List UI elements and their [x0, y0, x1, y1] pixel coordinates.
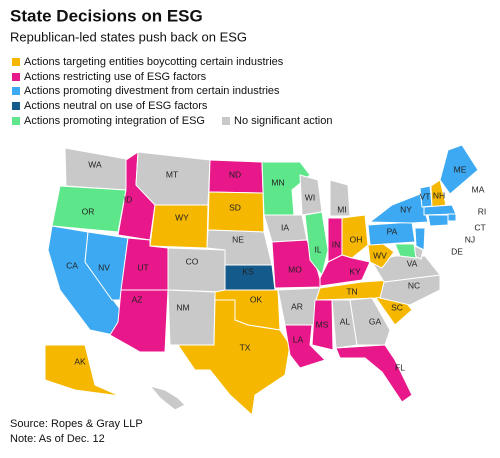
state-label: MO	[288, 264, 302, 274]
legend-swatch	[12, 102, 20, 110]
state-label: UT	[137, 262, 148, 272]
state-label: AR	[291, 301, 303, 311]
state-label: PA	[387, 226, 398, 236]
state	[371, 255, 441, 283]
state-label: NM	[176, 302, 189, 312]
state	[427, 214, 449, 227]
state-label: IN	[332, 239, 341, 249]
state-label: OH	[350, 234, 363, 244]
state-label: MT	[166, 169, 178, 179]
state-label: KS	[242, 266, 254, 276]
state-label: ND	[229, 169, 241, 179]
state-label: LA	[293, 334, 304, 344]
note: Note: As of Dec. 12	[10, 433, 105, 445]
legend-swatch	[222, 117, 230, 125]
state	[167, 247, 226, 293]
state-label: CO	[186, 256, 199, 266]
state-label: NE	[232, 234, 244, 244]
state-label: NH	[433, 190, 445, 200]
legend-label: Actions promoting divestment from certai…	[24, 85, 280, 97]
map: WA OR CA NV ID MT WY UT CO AZ NM ND SD NE KS OK TX MN IA MO…	[44, 144, 487, 416]
state-label: NJ	[465, 234, 475, 244]
legend-label: Actions restricting use of ESG factors	[24, 71, 207, 83]
state	[394, 243, 417, 259]
state-label: ME	[454, 164, 467, 174]
state-label: CA	[66, 260, 78, 270]
state-label: GA	[369, 316, 382, 326]
state	[51, 185, 127, 233]
state	[414, 227, 426, 251]
state	[84, 231, 129, 301]
state-label: FL	[395, 362, 405, 372]
state-label: RI	[478, 206, 487, 216]
legend-swatch	[12, 58, 20, 66]
legend: Actions targeting entities boycotting ce…	[12, 56, 332, 127]
state-label: IL	[314, 244, 321, 254]
state-label: OR	[82, 206, 95, 216]
state-label: MA	[472, 184, 485, 194]
state-label: MS	[316, 319, 329, 329]
legend-label: Actions promoting integration of ESG	[24, 115, 205, 127]
state-label: WI	[305, 192, 315, 202]
state-label: AK	[74, 356, 86, 366]
state	[439, 144, 479, 195]
state-label: NC	[408, 280, 420, 290]
state	[148, 385, 186, 411]
state-label: KY	[349, 266, 361, 276]
state-label: NV	[98, 262, 110, 272]
state	[304, 211, 329, 277]
state	[341, 214, 369, 259]
state	[319, 254, 371, 287]
state-label: WV	[373, 250, 387, 260]
state-label: WA	[88, 159, 102, 169]
source: Source: Ropes & Gray LLP	[10, 418, 143, 430]
state-label: SC	[391, 302, 403, 312]
legend-label: Actions neutral on use of ESG factors	[24, 100, 208, 112]
state-label: VA	[407, 258, 418, 268]
state	[44, 344, 121, 397]
state-label: VT	[420, 191, 431, 201]
state-label: AZ	[132, 294, 143, 304]
state	[284, 324, 326, 369]
state-label: TN	[346, 286, 357, 296]
state	[447, 213, 457, 222]
legend-label: No significant action	[234, 115, 332, 127]
state-label: AL	[340, 316, 351, 326]
state-label: OK	[250, 294, 263, 304]
state	[167, 289, 216, 346]
state-label: MN	[271, 177, 284, 187]
state	[349, 297, 391, 346]
legend-swatch	[12, 117, 20, 125]
state-label: CT	[474, 222, 485, 232]
state-label: DE	[451, 246, 463, 256]
state-label: IA	[281, 222, 289, 232]
title: State Decisions on ESG	[10, 6, 203, 25]
legend-swatch	[12, 73, 20, 81]
state-label: TX	[240, 342, 251, 352]
state	[335, 344, 413, 403]
state	[329, 179, 351, 217]
subtitle: Republican-led states push back on ESG	[10, 29, 247, 44]
state-label: MI	[337, 204, 346, 214]
state-label: WY	[175, 212, 189, 222]
state-label: SD	[229, 202, 241, 212]
state	[311, 299, 334, 351]
state-label: ID	[124, 194, 133, 204]
state-label: NY	[400, 204, 412, 214]
legend-swatch	[12, 87, 20, 95]
legend-label: Actions targeting entities boycotting ce…	[24, 56, 284, 68]
